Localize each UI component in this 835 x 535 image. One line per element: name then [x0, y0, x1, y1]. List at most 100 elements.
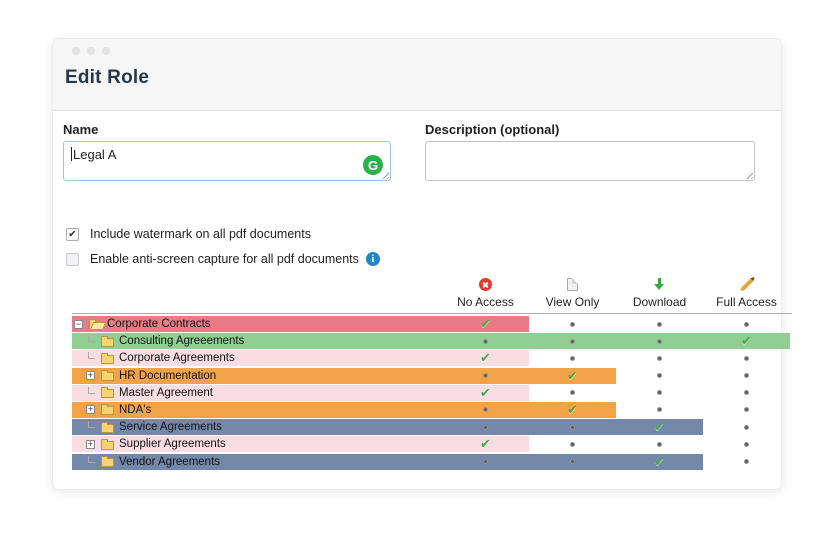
permission-cell-view-only[interactable]: ✔ — [529, 368, 616, 384]
permission-cell-download[interactable] — [616, 316, 703, 332]
permission-cell-full-access[interactable] — [703, 419, 790, 435]
permission-cell-full-access[interactable] — [703, 316, 790, 332]
resize-handle-icon[interactable] — [380, 170, 389, 179]
permission-cell-no-access[interactable]: ✔ — [442, 316, 529, 332]
folder-name: Master Agreement — [119, 386, 213, 399]
folder-name: Consulting Agreeements — [119, 335, 245, 348]
permission-cell-download[interactable] — [616, 385, 703, 401]
permission-cell-view-only[interactable] — [529, 316, 616, 332]
expand-toggle-icon[interactable]: − — [74, 318, 83, 329]
row-highlight-bar — [72, 367, 616, 384]
folder-name: Vendor Agreements — [119, 455, 221, 468]
radio-dot-icon — [744, 441, 749, 447]
window-dot-icon — [72, 47, 80, 55]
row-cells: ✔ — [442, 350, 790, 366]
permission-cell-download[interactable] — [616, 368, 703, 384]
permission-cell-full-access[interactable] — [703, 350, 790, 366]
resize-handle-icon[interactable] — [744, 170, 753, 179]
folder-icon — [101, 438, 114, 450]
check-icon: ✔ — [567, 367, 578, 383]
radio-dot-icon — [744, 424, 749, 430]
row-highlight-bar — [72, 419, 703, 436]
permission-cell-view-only[interactable] — [529, 436, 616, 452]
radio-dot-icon — [570, 459, 575, 464]
tree-row-label: Vendor Agreements — [72, 454, 442, 470]
radio-dot-icon — [483, 407, 488, 413]
radio-dot-icon — [657, 355, 662, 361]
permission-cell-no-access[interactable] — [442, 419, 529, 435]
tree-row-label: Service Agreements — [72, 419, 442, 435]
check-icon: ✔ — [654, 453, 665, 469]
row-highlight-bar — [72, 436, 529, 453]
expand-toggle-icon[interactable]: + — [86, 370, 95, 381]
radio-dot-icon — [570, 355, 575, 361]
radio-dot-icon — [483, 373, 488, 379]
expand-toggle-icon[interactable]: + — [86, 438, 95, 449]
radio-dot-icon — [483, 338, 488, 344]
permission-cell-download[interactable] — [616, 350, 703, 366]
permission-cell-full-access[interactable]: ✔ — [703, 333, 790, 349]
watermark-checkbox-label: Include watermark on all pdf documents — [90, 227, 311, 241]
row-cells: ✔ — [442, 333, 790, 349]
description-textarea[interactable] — [425, 141, 755, 181]
folder-icon — [89, 318, 102, 330]
permission-cell-download[interactable] — [616, 333, 703, 349]
tree-row-label: + NDA's — [72, 402, 442, 418]
expand-toggle-icon[interactable]: + — [86, 404, 95, 415]
permission-cell-no-access[interactable]: ✔ — [442, 436, 529, 452]
column-header-download: Download — [616, 276, 703, 309]
radio-dot-icon — [744, 407, 749, 413]
window-dot-icon — [87, 47, 95, 55]
window-dot-icon — [102, 47, 110, 55]
permission-cell-download[interactable] — [616, 436, 703, 452]
permission-cell-no-access[interactable]: ✔ — [442, 350, 529, 366]
permission-cell-view-only[interactable] — [529, 419, 616, 435]
permission-cell-view-only[interactable] — [529, 385, 616, 401]
folder-icon — [101, 370, 114, 382]
permission-cell-full-access[interactable] — [703, 368, 790, 384]
permission-cell-no-access[interactable] — [442, 402, 529, 418]
tree-connector-icon — [88, 352, 95, 360]
permission-cell-full-access[interactable] — [703, 454, 790, 470]
radio-dot-icon — [744, 321, 749, 327]
dialog-header: Edit Role — [53, 39, 781, 111]
permission-cell-no-access[interactable]: ✔ — [442, 385, 529, 401]
permission-row: Consulting Agreeements ✔ — [72, 333, 792, 350]
radio-dot-icon — [570, 441, 575, 447]
tree-connector-icon — [88, 455, 95, 463]
permission-cell-no-access[interactable] — [442, 454, 529, 470]
radio-dot-icon — [570, 390, 575, 396]
radio-dot-icon — [483, 424, 488, 430]
name-input[interactable]: Legal A G — [63, 141, 391, 181]
permission-cell-view-only[interactable]: ✔ — [529, 402, 616, 418]
permission-cell-full-access[interactable] — [703, 436, 790, 452]
permission-row: + Supplier Agreements ✔ — [72, 436, 792, 453]
row-highlight-bar — [72, 453, 703, 470]
folder-icon — [101, 387, 114, 399]
tree-connector-icon — [88, 421, 95, 429]
folder-icon — [101, 404, 114, 416]
permission-cell-full-access[interactable] — [703, 385, 790, 401]
permission-cell-full-access[interactable] — [703, 402, 790, 418]
permission-cell-no-access[interactable] — [442, 368, 529, 384]
permission-cell-view-only[interactable] — [529, 454, 616, 470]
row-cells: ✔ — [442, 316, 790, 332]
permission-cell-download[interactable] — [616, 402, 703, 418]
anti-screen-checkbox[interactable] — [66, 252, 79, 266]
radio-dot-icon — [657, 373, 662, 379]
name-label: Name — [63, 122, 99, 137]
window-controls — [65, 47, 769, 55]
permission-row: − Corporate Contracts ✔ — [72, 316, 792, 332]
check-icon: ✔ — [567, 401, 578, 417]
permission-cell-download[interactable]: ✔ — [616, 419, 703, 435]
radio-dot-icon — [744, 390, 749, 396]
permission-cell-download[interactable]: ✔ — [616, 454, 703, 470]
permission-cell-view-only[interactable] — [529, 350, 616, 366]
watermark-checkbox[interactable]: ✔ — [66, 227, 79, 241]
permission-cell-view-only[interactable] — [529, 333, 616, 349]
matrix-divider — [72, 313, 792, 314]
permission-cell-no-access[interactable] — [442, 333, 529, 349]
info-icon[interactable]: i — [365, 252, 380, 266]
grammarly-icon[interactable]: G — [363, 155, 383, 175]
description-label: Description (optional) — [425, 122, 560, 137]
